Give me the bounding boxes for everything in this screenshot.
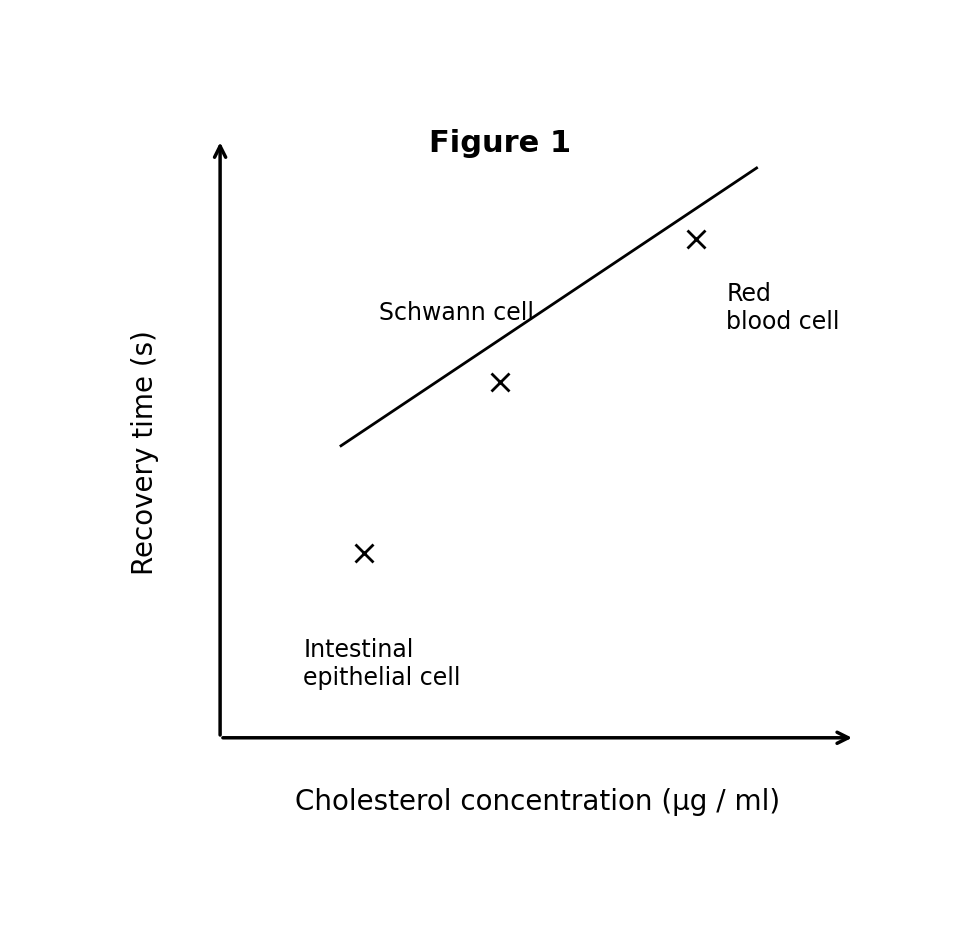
Text: Intestinal
epithelial cell: Intestinal epithelial cell — [303, 638, 461, 690]
Text: Red
blood cell: Red blood cell — [726, 282, 839, 334]
Text: Recovery time (s): Recovery time (s) — [131, 330, 159, 575]
Text: Cholesterol concentration (μg / ml): Cholesterol concentration (μg / ml) — [294, 788, 780, 816]
Text: Schwann cell: Schwann cell — [378, 301, 533, 325]
Text: Figure 1: Figure 1 — [429, 129, 570, 158]
